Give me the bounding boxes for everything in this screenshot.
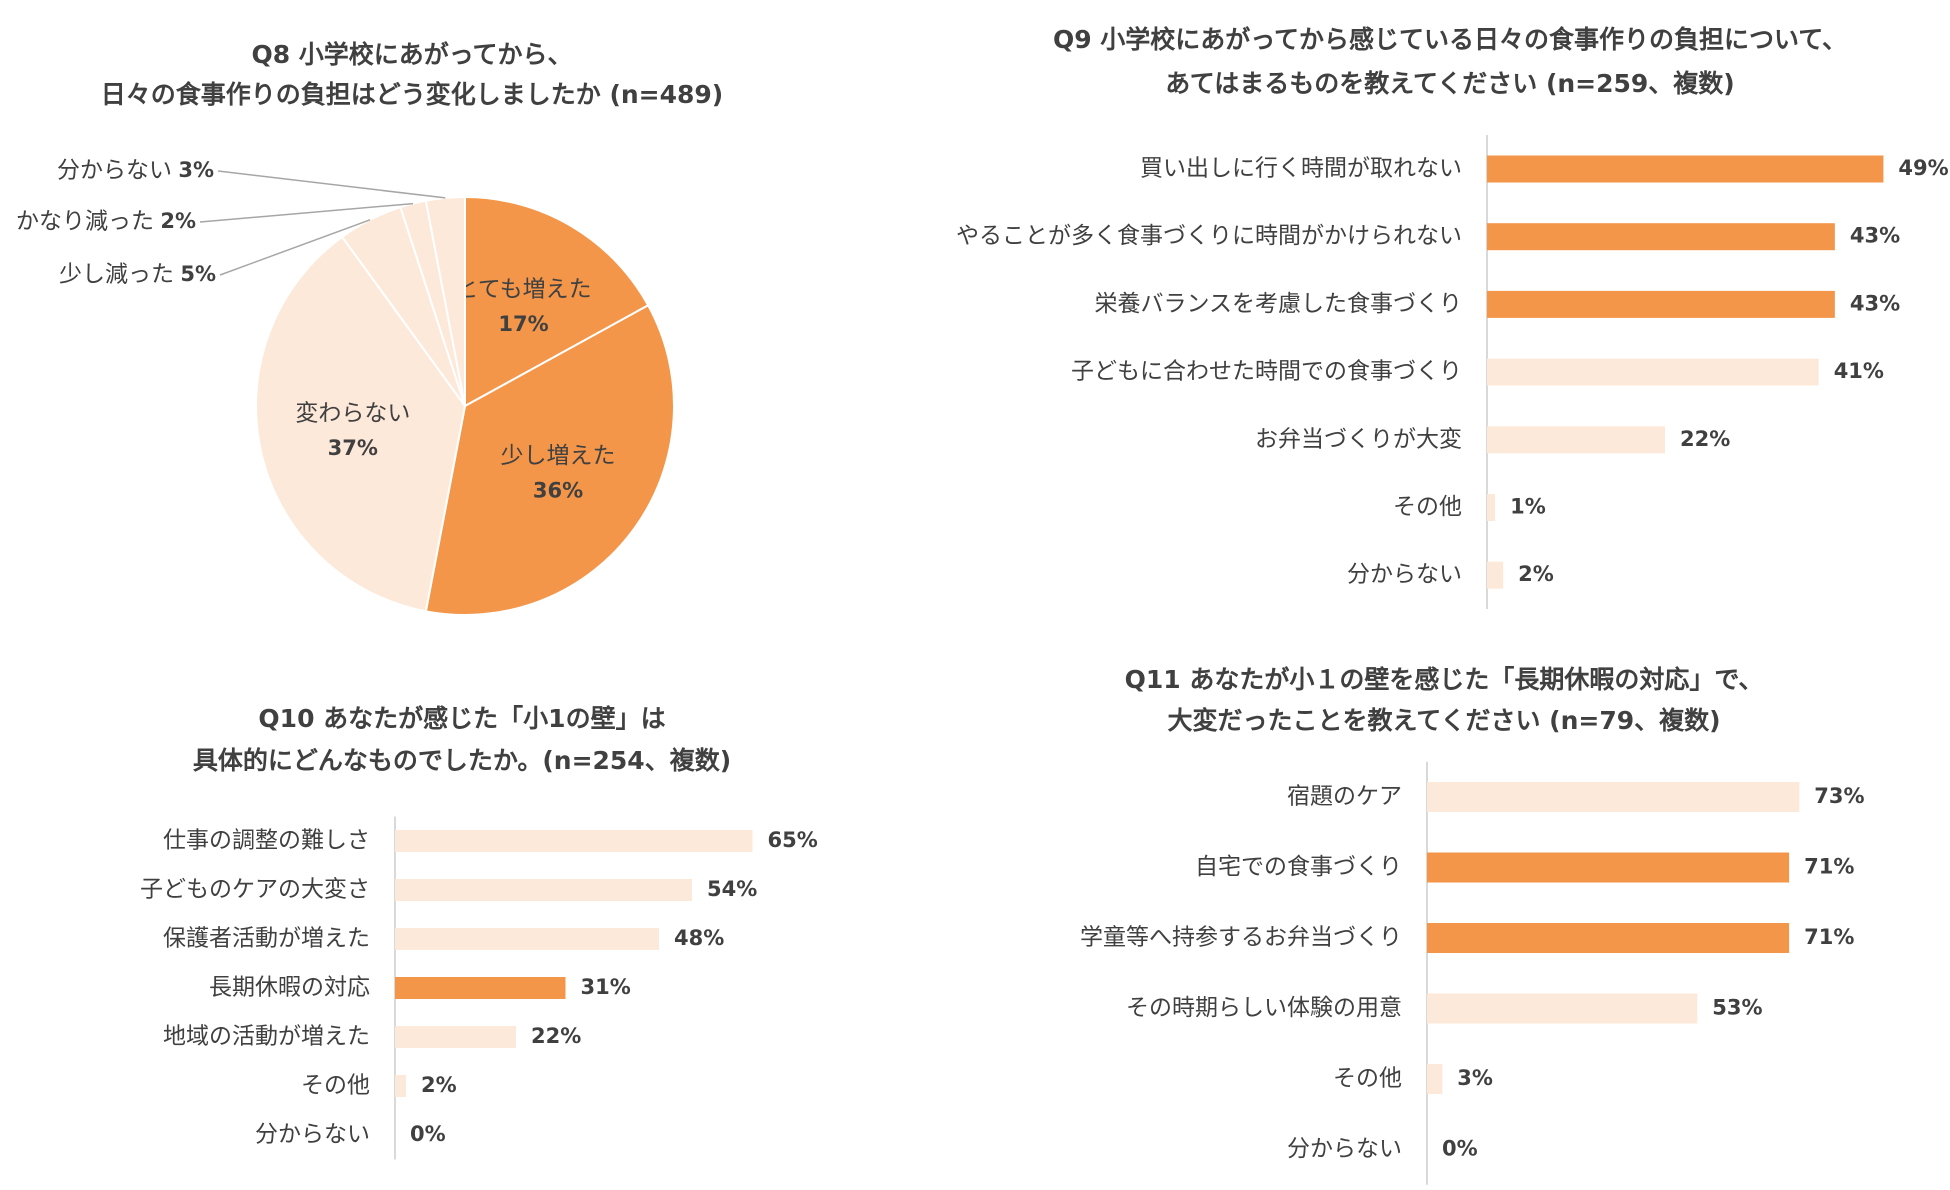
value-label: 1% [1510, 495, 1546, 519]
slice-value: 2% [160, 209, 196, 233]
bar [1427, 782, 1800, 812]
category-label: その時期らしい体験の用意 [1126, 995, 1402, 1021]
bar [395, 1026, 516, 1048]
value-label: 43% [1850, 291, 1900, 315]
bar [1487, 358, 1819, 386]
slice-label: 少し減った [59, 262, 174, 288]
bar [395, 977, 566, 999]
slice-value: 3% [178, 158, 214, 182]
bar [395, 879, 692, 901]
category-label: 分からない [1347, 562, 1462, 588]
category-label: 長期休暇の対応 [209, 975, 370, 1001]
leader-line [199, 202, 414, 223]
bar [1487, 223, 1835, 251]
category-label: 保護者活動が増えた [163, 926, 370, 952]
leader-line [219, 219, 371, 276]
category-label: 学童等へ持参するお弁当づくり [1080, 925, 1402, 951]
bar [1427, 1064, 1443, 1094]
value-label: 0% [1442, 1137, 1478, 1161]
chart-title: 日々の食事作りの負担はどう変化しましたか (n=489) [101, 80, 724, 109]
bar [1487, 426, 1665, 454]
category-label: 地域の活動が増えた [163, 1024, 370, 1050]
chart-title: Q8 小学校にあがってから、 [251, 40, 572, 69]
slice-value: 37% [328, 436, 378, 460]
pie-slice [424, 303, 675, 616]
category-label: 宿題のケア [1287, 784, 1402, 810]
chart-title: Q10 あなたが感じた「小1の壁」は [258, 704, 665, 733]
slice-value: 5% [180, 262, 216, 286]
category-label: やることが多く食事づくりに時間がかけられない [956, 223, 1462, 249]
value-label: 48% [674, 926, 724, 950]
bar [1427, 993, 1698, 1024]
pie-slice [255, 235, 467, 613]
slice-label: 分からない [57, 158, 172, 184]
category-label: 分からない [255, 1122, 370, 1148]
value-label: 65% [768, 828, 818, 852]
category-label: お弁当づくりが大変 [1255, 426, 1462, 452]
slice-label: とても増えた [455, 277, 591, 303]
value-label: 53% [1712, 996, 1762, 1020]
chart-title: 大変だったことを教えてください (n=79、複数) [1167, 706, 1720, 735]
slice-label: かなり減った [16, 209, 154, 235]
bar [395, 928, 659, 950]
slice-label: 変わらない [295, 401, 410, 427]
value-label: 73% [1814, 784, 1864, 808]
value-label: 43% [1850, 224, 1900, 248]
bar [1487, 155, 1884, 183]
value-label: 49% [1898, 156, 1948, 180]
slice-value: 17% [498, 312, 548, 336]
value-label: 0% [410, 1122, 446, 1146]
bar [1427, 852, 1790, 883]
value-label: 22% [1680, 427, 1730, 451]
value-label: 2% [1518, 562, 1554, 586]
slice-label: 少し増えた [500, 443, 615, 469]
chart-title: あてはまるものを教えてください (n=259、複数) [1165, 69, 1735, 98]
bar [395, 830, 753, 852]
value-label: 41% [1834, 359, 1884, 383]
value-label: 2% [421, 1073, 457, 1097]
category-label: 自宅での食事づくり [1195, 854, 1402, 880]
category-label: その他 [301, 1073, 370, 1099]
value-label: 71% [1804, 855, 1854, 879]
chart-title: 具体的にどんなものでしたか。(n=254、複数) [193, 746, 731, 775]
leader-line [217, 170, 446, 199]
category-label: その他 [1393, 494, 1462, 520]
category-label: 栄養バランスを考慮した食事づくり [1094, 291, 1462, 317]
chart-title: Q11 あなたが小１の壁を感じた「長期休暇の対応」で、 [1125, 665, 1764, 694]
value-label: 31% [581, 975, 631, 999]
category-label: 分からない [1287, 1136, 1402, 1162]
bar [395, 1075, 406, 1097]
value-label: 3% [1457, 1066, 1493, 1090]
value-label: 54% [707, 877, 757, 901]
category-label: その他 [1333, 1066, 1402, 1092]
bar [1487, 494, 1496, 521]
value-label: 71% [1804, 925, 1854, 949]
chart-title: Q9 小学校にあがってから感じている日々の食事作りの負担について、 [1053, 25, 1847, 54]
category-label: 買い出しに行く時間が取れない [1140, 156, 1462, 182]
bar [1487, 290, 1835, 318]
pie-slice [464, 195, 650, 408]
bar [1427, 923, 1790, 953]
category-label: 子どもに合わせた時間での食事づくり [1071, 359, 1462, 385]
bar [1487, 561, 1504, 589]
category-label: 仕事の調整の難しさ [163, 828, 370, 854]
value-label: 22% [531, 1024, 581, 1048]
slice-value: 36% [533, 479, 583, 503]
category-label: 子どものケアの大変さ [140, 877, 370, 903]
